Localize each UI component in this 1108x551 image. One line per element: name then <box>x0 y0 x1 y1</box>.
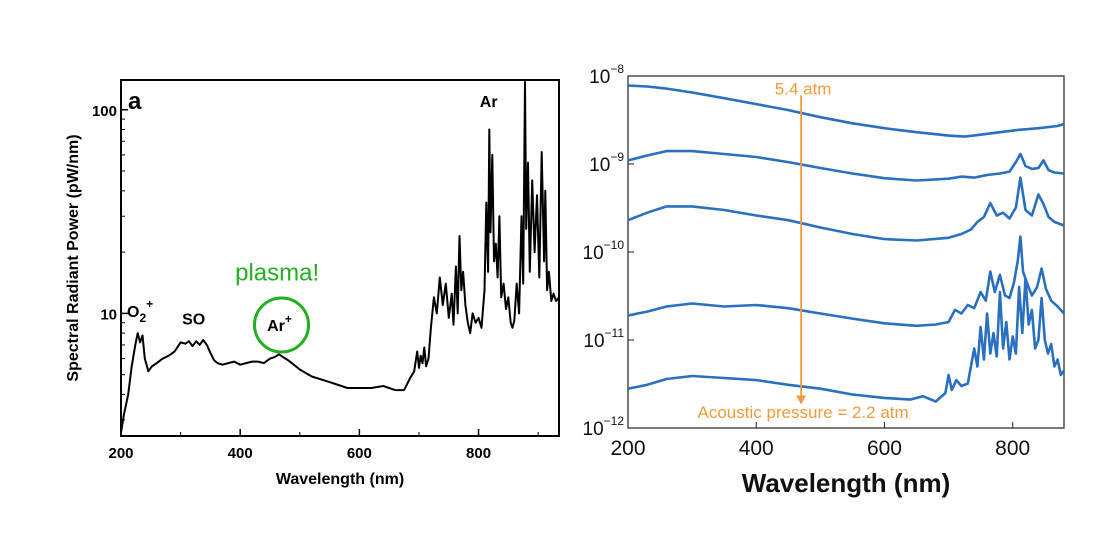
pressure-arrow-head <box>796 395 807 405</box>
panel-a-frame <box>120 79 560 437</box>
panel-a-ylabel: Spectral Radiant Power (pW/nm) <box>65 134 82 381</box>
panel-b-xtick-label: 200 <box>610 437 645 460</box>
panel-b-xtick-label: 800 <box>995 437 1030 460</box>
min-pressure-label: Acoustic pressure = 2.2 atm <box>698 403 909 422</box>
panel-a-xtick-label: 600 <box>347 445 372 462</box>
panel-a-ytick-label: 100 <box>92 103 117 120</box>
panel-b-series-line-4 <box>627 235 1065 328</box>
panel-a-spectrum-line <box>120 80 560 433</box>
panel-b: 200 400 600 800 10−12 10−11 10−10 10−9 10−8 5.4 … <box>583 62 1066 498</box>
plasma-annotation: plasma! <box>235 260 319 287</box>
ar-plus-highlight-circle <box>253 296 311 354</box>
max-pressure-label: 5.4 atm <box>775 79 832 98</box>
panel-b-xlabel: Wavelength (nm) <box>742 468 950 498</box>
panel-b-ytick-label: 10−11 <box>583 326 624 352</box>
panel-b-series-line-3 <box>627 176 1065 242</box>
panel-b-ytick-label: 10−9 <box>589 150 624 176</box>
panel-a-label: a <box>128 88 142 115</box>
panel-b-ytick-label: 10−12 <box>583 414 625 440</box>
panel-b-series-line-2 <box>627 149 1065 182</box>
peak-label: Ar <box>480 94 498 111</box>
panel-b-series-line-5 <box>627 277 1066 403</box>
peak-label: O2+ <box>127 297 153 325</box>
panel-a-xtick-label: 800 <box>466 445 491 462</box>
panel-a-xtick-label: 400 <box>228 445 253 462</box>
panel-b-xtick-label: 600 <box>867 437 902 460</box>
peak-label: SO <box>182 312 205 329</box>
panel-a-ytick-label: 10 <box>100 306 117 323</box>
panel-b-series-line-1 <box>627 84 1065 138</box>
panel-b-ytick-label: 10−8 <box>589 62 624 88</box>
panel-b-ytick-label: 10−10 <box>583 238 625 264</box>
peak-label: Ar+ <box>267 312 292 335</box>
panel-b-xtick-label: 400 <box>739 437 774 460</box>
panel-a-xtick-label: 200 <box>108 445 133 462</box>
panel-a: 200 400 600 800 10 100 a Wavelength (nm) Spec… <box>65 79 560 488</box>
panel-a-xlabel: Wavelength (nm) <box>276 471 404 488</box>
